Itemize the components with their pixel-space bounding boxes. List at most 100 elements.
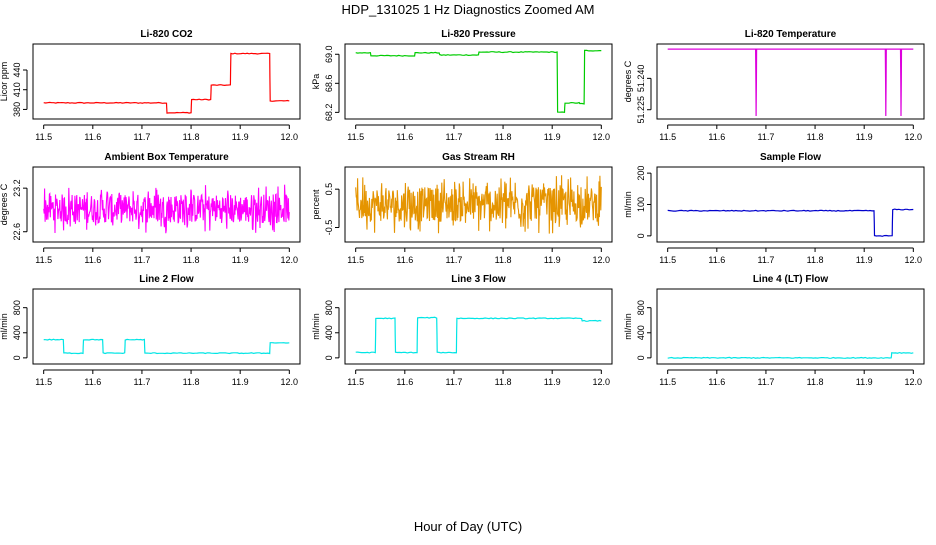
x-tick-label: 11.5 <box>659 132 676 142</box>
x-tick-label: 11.7 <box>758 132 775 142</box>
x-tick-label: 11.6 <box>396 255 413 265</box>
x-tick-label: 12.0 <box>905 132 923 142</box>
series-line <box>43 52 290 114</box>
plot-frame <box>344 288 613 365</box>
panel-title: Sample Flow <box>760 152 821 163</box>
x-tick-label: 11.5 <box>659 377 676 387</box>
y-tick-label: 51.240 <box>636 65 646 93</box>
panel-6: Sample Flow 11.5 11.6 11.7 11.8 11.9 12.0 0 100 2… <box>623 152 925 265</box>
x-tick-label: 12.0 <box>593 377 611 387</box>
x-tick-label: 11.9 <box>232 255 249 265</box>
plot-frame <box>32 166 301 243</box>
panel-3: Li-820 Temperature 11.5 11.6 11.7 11.8 11.9 12… <box>623 29 925 142</box>
plot-frame <box>32 43 301 120</box>
y-axis-label: ml/min <box>311 313 321 340</box>
y-tick-label: 100 <box>636 197 646 212</box>
panel-title: Ambient Box Temperature <box>104 152 229 163</box>
panel-8: Line 3 Flow 11.5 11.6 11.7 11.8 11.9 12.0 0 400 8… <box>311 274 613 387</box>
y-tick-label: 0 <box>324 355 334 360</box>
y-tick-label: 380 <box>12 102 22 117</box>
x-tick-label: 11.6 <box>396 377 413 387</box>
x-tick-label: 11.6 <box>84 255 101 265</box>
x-tick-label: 11.8 <box>183 377 200 387</box>
x-tick-label: 11.8 <box>495 377 512 387</box>
y-axis-label: percent <box>311 189 321 220</box>
series-line <box>43 184 290 234</box>
x-tick-label: 11.9 <box>544 132 561 142</box>
x-tick-label: 11.8 <box>495 255 512 265</box>
y-tick-label: 0 <box>12 355 22 360</box>
x-tick-label: 11.7 <box>134 132 151 142</box>
panel-title: Li-820 Temperature <box>745 29 837 40</box>
y-axis-label: Licor ppm <box>0 62 9 102</box>
panels-group: Li-820 CO2 11.5 11.6 11.7 11.8 11.9 12.0 380 410… <box>0 29 925 387</box>
x-tick-label: 11.9 <box>856 132 873 142</box>
y-tick-label: 400 <box>324 325 334 340</box>
panel-title: Li-820 Pressure <box>441 29 516 40</box>
x-tick-label: 11.6 <box>84 377 101 387</box>
panel-title: Line 4 (LT) Flow <box>753 274 829 285</box>
x-tick-label: 12.0 <box>281 132 299 142</box>
x-tick-label: 11.5 <box>35 377 52 387</box>
series-line <box>43 338 290 355</box>
y-tick-label: 400 <box>636 325 646 340</box>
panel-9: Line 4 (LT) Flow 11.5 11.6 11.7 11.8 11.9 12.0… <box>623 274 925 387</box>
y-axis-label: degrees C <box>623 60 633 102</box>
x-tick-label: 11.7 <box>758 255 775 265</box>
x-tick-label: 11.5 <box>35 132 52 142</box>
plot-frame <box>32 288 301 365</box>
y-tick-label: 800 <box>12 300 22 315</box>
y-axis-label: ml/min <box>0 313 9 340</box>
series-line <box>667 208 914 237</box>
x-tick-label: 12.0 <box>593 255 611 265</box>
y-axis-label: ml/min <box>623 313 633 340</box>
x-tick-label: 11.9 <box>544 377 561 387</box>
x-tick-label: 12.0 <box>905 255 923 265</box>
y-tick-label: 800 <box>636 300 646 315</box>
x-tick-label: 11.7 <box>446 132 463 142</box>
panel-title: Line 3 Flow <box>451 274 506 285</box>
x-tick-label: 11.8 <box>807 377 824 387</box>
x-tick-label: 11.6 <box>708 377 725 387</box>
y-tick-label: 0.5 <box>324 183 334 196</box>
x-tick-label: 11.9 <box>232 132 249 142</box>
x-tick-label: 12.0 <box>281 255 299 265</box>
x-tick-label: 11.5 <box>347 132 364 142</box>
series-line <box>355 49 602 113</box>
x-tick-label: 11.7 <box>446 377 463 387</box>
y-tick-label: 200 <box>636 166 646 181</box>
x-tick-label: 11.9 <box>856 255 873 265</box>
y-tick-label: 68.6 <box>324 75 334 93</box>
y-tick-label: 0 <box>636 233 646 238</box>
x-tick-label: 11.7 <box>758 377 775 387</box>
x-tick-label: 11.9 <box>856 377 873 387</box>
series-line <box>667 48 914 117</box>
panel-1: Li-820 CO2 11.5 11.6 11.7 11.8 11.9 12.0 380 410… <box>0 29 301 142</box>
x-tick-label: 12.0 <box>905 377 923 387</box>
series-line <box>667 351 914 359</box>
x-tick-label: 11.5 <box>347 255 364 265</box>
x-tick-label: 11.6 <box>84 132 101 142</box>
y-tick-label: 0 <box>636 355 646 360</box>
x-tick-label: 11.9 <box>544 255 561 265</box>
x-tick-label: 11.8 <box>807 255 824 265</box>
panel-5: Gas Stream RH 11.5 11.6 11.7 11.8 11.9 12.0 -0.… <box>311 152 613 265</box>
figure-xlabel: Hour of Day (UTC) <box>414 519 522 534</box>
y-tick-label: -0.5 <box>324 220 334 236</box>
x-tick-label: 11.5 <box>347 377 364 387</box>
figure-title: HDP_131025 1 Hz Diagnostics Zoomed AM <box>342 2 595 17</box>
panel-title: Line 2 Flow <box>139 274 194 285</box>
plot-frame <box>344 43 613 120</box>
x-tick-label: 11.9 <box>232 377 249 387</box>
x-tick-label: 11.8 <box>183 132 200 142</box>
y-axis-label: kPa <box>311 74 321 90</box>
panel-7: Line 2 Flow 11.5 11.6 11.7 11.8 11.9 12.0 0 400 8… <box>0 274 301 387</box>
panel-title: Gas Stream RH <box>442 152 515 163</box>
x-tick-label: 12.0 <box>281 377 299 387</box>
x-tick-label: 11.8 <box>183 255 200 265</box>
y-tick-label: 400 <box>12 325 22 340</box>
y-tick-label: 440 <box>12 62 22 77</box>
x-tick-label: 11.5 <box>35 255 52 265</box>
x-tick-label: 11.7 <box>134 377 151 387</box>
